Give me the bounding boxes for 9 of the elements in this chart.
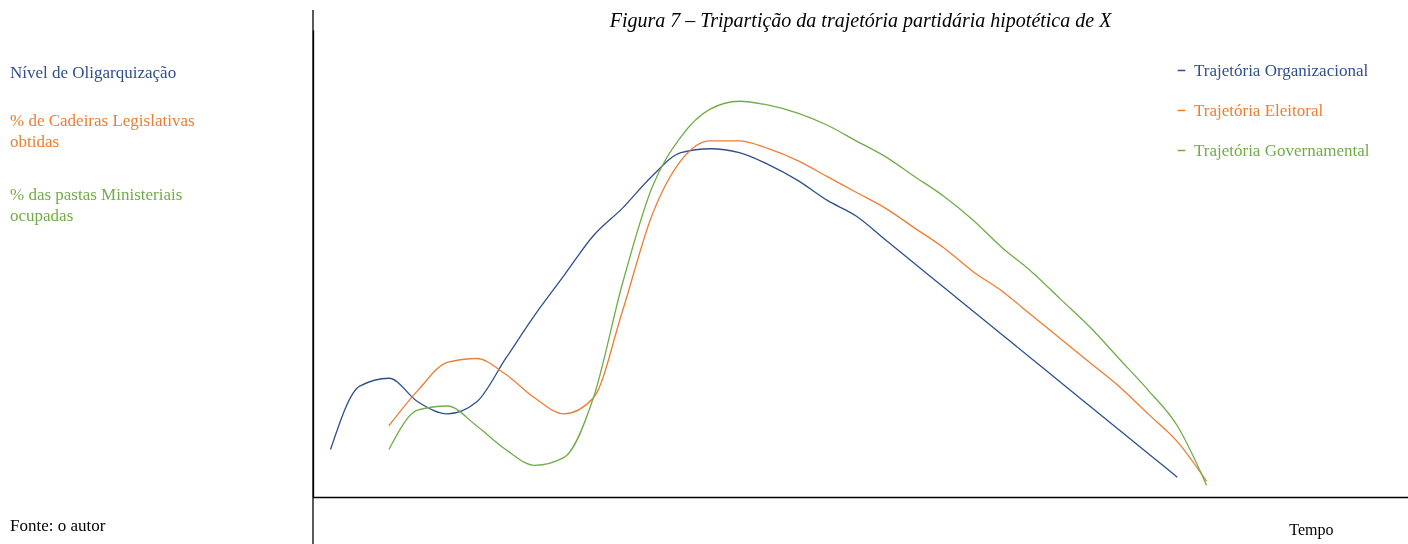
text: Nível de Oligarquização	[10, 62, 178, 83]
legend-label: Trajetória Governamental	[1194, 140, 1370, 160]
legend-label: Trajetória Organizacional	[1194, 60, 1369, 80]
chart-title: Figura 7 – Tripartição da trajetória partidária hipotética de X	[608, 9, 1113, 33]
text: % das pastas Ministeriais ocupadas	[10, 184, 184, 226]
source-note: Fonte: o autor	[10, 515, 107, 536]
x-axis-title: Tempo	[1289, 520, 1334, 539]
text: % de Cadeiras Legislativas obtidas	[10, 110, 196, 152]
legend-label: Trajetória Eleitoral	[1194, 100, 1324, 120]
